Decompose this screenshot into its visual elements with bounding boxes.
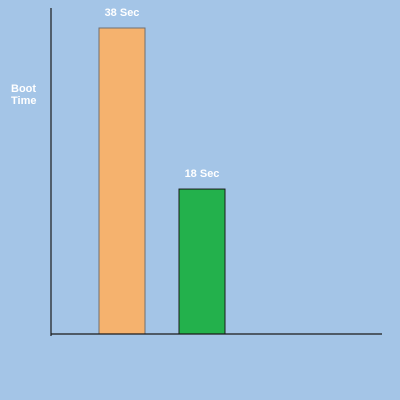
y-axis-label-line-1: Boot (11, 83, 36, 95)
bar-value-label-1: 38 Sec (105, 7, 140, 19)
bar-value-label-2: 18 Sec (185, 168, 220, 180)
bar-1 (98, 27, 146, 335)
y-axis-label-line-2: Time (11, 95, 36, 107)
bar-2 (178, 188, 226, 335)
bar-group: 38 Sec 18 Sec (98, 7, 226, 335)
